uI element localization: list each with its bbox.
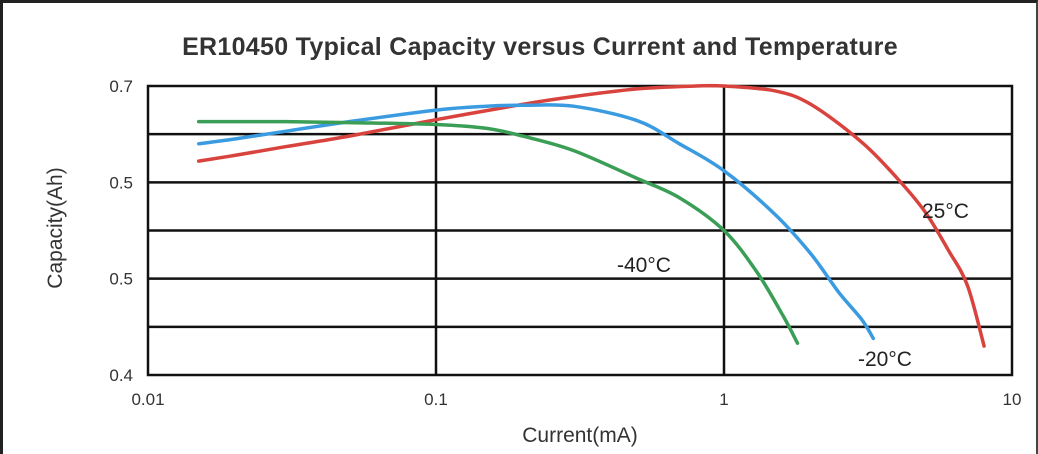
series-layer xyxy=(196,83,986,348)
series-line xyxy=(196,83,986,348)
grid xyxy=(146,84,1014,377)
y-tick-label: 0.5 xyxy=(109,270,133,289)
series-line xyxy=(196,119,800,345)
y-tick-label: 0.5 xyxy=(109,173,133,192)
x-tick-label: 10 xyxy=(1003,390,1022,409)
y-axis-label: Capacity(Ah) xyxy=(44,167,67,288)
series-label: -20°C xyxy=(858,348,912,371)
x-axis-ticks: 0.01 0.1 1 10 xyxy=(131,390,1021,409)
chart-title: ER10450 Typical Capacity versus Current … xyxy=(182,33,898,61)
series-label: -40°C xyxy=(617,254,671,277)
x-axis-label: Current(mA) xyxy=(522,424,638,447)
x-tick-label: 0.01 xyxy=(131,390,164,409)
series-labels: 25°C -20°C -40°C xyxy=(617,200,969,371)
x-tick-label: 1 xyxy=(719,390,728,409)
x-tick-label: 0.1 xyxy=(424,390,448,409)
y-tick-label: 0.7 xyxy=(109,77,133,96)
series-label: 25°C xyxy=(922,200,969,223)
y-axis-ticks: 0.4 0.5 0.5 0.7 xyxy=(109,77,133,385)
series-line xyxy=(196,103,876,341)
y-tick-label: 0.4 xyxy=(109,366,133,385)
